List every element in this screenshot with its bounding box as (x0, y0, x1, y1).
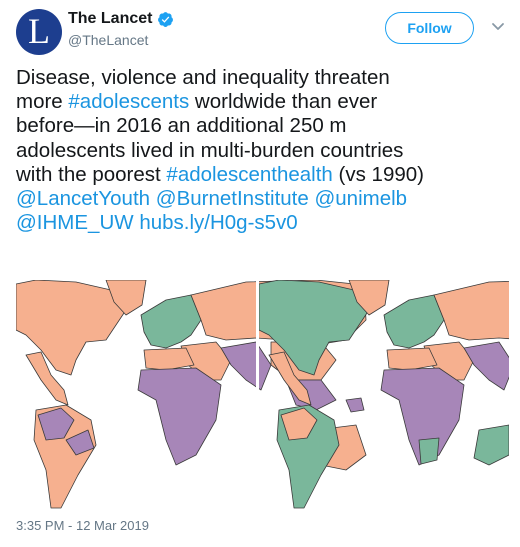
display-name[interactable]: The Lancet (68, 10, 153, 27)
tweet-line: adolescents lived in multi-burden countr… (16, 138, 404, 162)
tweet-line: before—in 2016 an additional 250 m (16, 114, 347, 138)
tweet-link[interactable]: hubs.ly/H0g-s5v0 (139, 211, 298, 235)
hashtag-adolescenthealth[interactable]: #adolescenthealth (166, 162, 333, 186)
mention-lancetyouth[interactable]: @LancetYouth (16, 187, 151, 211)
hashtag-adolescents[interactable]: #adolescents (68, 90, 190, 114)
tweet-line: Disease, violence and inequality threate… (16, 66, 390, 89)
chevron-down-icon[interactable] (491, 22, 505, 32)
tweet-text: Disease, violence and inequality threate… (16, 66, 512, 235)
world-maps-image (16, 280, 509, 510)
tweet-timestamp[interactable]: 3:35 PM - 12 Mar 2019 (16, 518, 149, 533)
verified-badge-icon (158, 11, 174, 27)
avatar[interactable]: L (16, 9, 62, 55)
tweet-line: worldwide than ever (189, 90, 378, 114)
tweet-line: with the poorest (16, 162, 167, 186)
right-world-map (258, 280, 509, 509)
author-handle[interactable]: @TheLancet (68, 32, 149, 48)
tweet-line: (vs 1990) (332, 162, 424, 186)
author-name-row[interactable]: The Lancet (68, 10, 174, 28)
tweet-line: more (16, 90, 69, 114)
mention-ihme-uw[interactable]: @IHME_UW (16, 211, 134, 235)
mention-burnetinstitute[interactable]: @BurnetInstitute (155, 187, 309, 211)
follow-button[interactable]: Follow (385, 12, 474, 44)
tweet-media-image[interactable] (16, 280, 509, 510)
mention-unimelb[interactable]: @unimelb (314, 187, 408, 211)
avatar-letter: L (28, 11, 50, 51)
